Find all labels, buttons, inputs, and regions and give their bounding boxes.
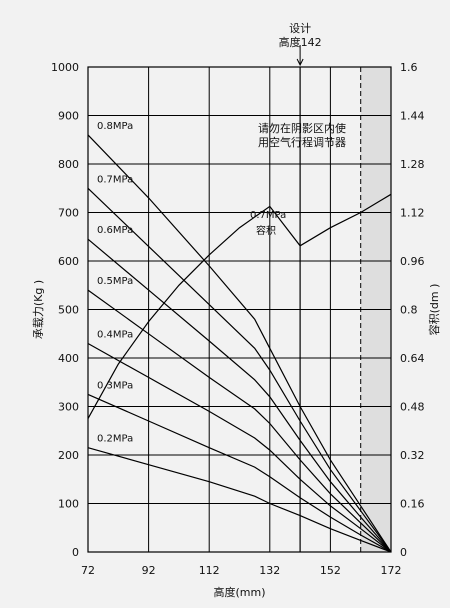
y-left-tick-label: 200: [58, 449, 79, 462]
y-right-tick-label: 0: [400, 546, 407, 559]
y-right-tick-label: 1.44: [400, 110, 425, 123]
y-right-tick-label: 1.12: [400, 207, 425, 220]
y-right-tick-label: 0.64: [400, 352, 425, 365]
x-tick-label: 172: [381, 564, 402, 577]
volume-series-label-line2: 容积: [256, 224, 276, 237]
series-line: [87, 187, 392, 553]
shade-note-line2: 用空气行程调节器: [258, 135, 346, 149]
shade-note-line1: 请勿在阴影区内使: [258, 121, 346, 135]
plot-frame: [87, 66, 392, 553]
y-right-tick-label: 0.8: [400, 304, 418, 317]
volume-series-line: [87, 193, 392, 419]
y-left-tick-label: 900: [58, 110, 79, 123]
y-right-tick-label: 0.48: [400, 401, 425, 414]
series-label: 0.2MPa: [97, 434, 133, 445]
series-line: [87, 134, 392, 553]
y-left-tick-label: 100: [58, 498, 79, 511]
series-line: [87, 289, 392, 553]
y-right-tick-label: 1.28: [400, 158, 425, 171]
series-label: 0.5MPa: [97, 276, 133, 287]
y-left-tick-label: 700: [58, 207, 79, 220]
x-axis-label: 高度(mm): [213, 585, 265, 599]
x-tick-label: 92: [142, 564, 156, 577]
y-left-tick-label: 800: [58, 158, 79, 171]
x-tick-label: 72: [81, 564, 95, 577]
series-line: [87, 393, 392, 553]
series-line: [87, 342, 392, 553]
y-left-tick-label: 500: [58, 304, 79, 317]
y-right-tick-label: 0.16: [400, 498, 425, 511]
x-tick-label: 152: [320, 564, 341, 577]
design-height-label-line1: 设计: [289, 22, 311, 35]
y-left-tick-label: 400: [58, 352, 79, 365]
series-line: [87, 238, 392, 553]
y-left-tick-label: 0: [72, 546, 79, 559]
series-layer: 0.8MPa 0.7MPa 0.6MPa 0.5MPa 0.4MPa 0.3MPa 0.2M…: [87, 121, 392, 553]
design-height-label-line2: 高度142: [279, 35, 322, 49]
series-label: 0.4MPa: [97, 329, 133, 340]
x-tick-label: 112: [199, 564, 220, 577]
annotations: 设计 高度142 请勿在阴影区内使 用空气行程调节器 0.7MPa 容积 高度(…: [32, 22, 441, 599]
series-label: 0.6MPa: [97, 225, 133, 236]
design-height-arrow: [296, 45, 304, 67]
y-right-tick-label: 1.6: [400, 61, 418, 74]
series-line: [87, 447, 392, 553]
y-right-tick-label: 0.32: [400, 449, 425, 462]
x-tick-label: 132: [259, 564, 280, 577]
y-axis-right-label: 容积(dm ): [427, 284, 441, 336]
series-label: 0.7MPa: [97, 174, 133, 185]
y-left-tick-label: 1000: [51, 61, 79, 74]
tick-labels: 0 100 200 300 400 500 600 700 800 900 1000 0 0.16 0.3…: [51, 61, 425, 577]
y-axis-left-label: 承载力(Kg ): [32, 280, 45, 339]
series-label: 0.8MPa: [97, 121, 133, 132]
y-right-tick-label: 0.96: [400, 255, 425, 268]
y-left-tick-label: 600: [58, 255, 79, 268]
volume-series-label-line1: 0.7MPa: [250, 210, 286, 221]
y-left-tick-label: 300: [58, 401, 79, 414]
series-label: 0.3MPa: [97, 380, 133, 391]
